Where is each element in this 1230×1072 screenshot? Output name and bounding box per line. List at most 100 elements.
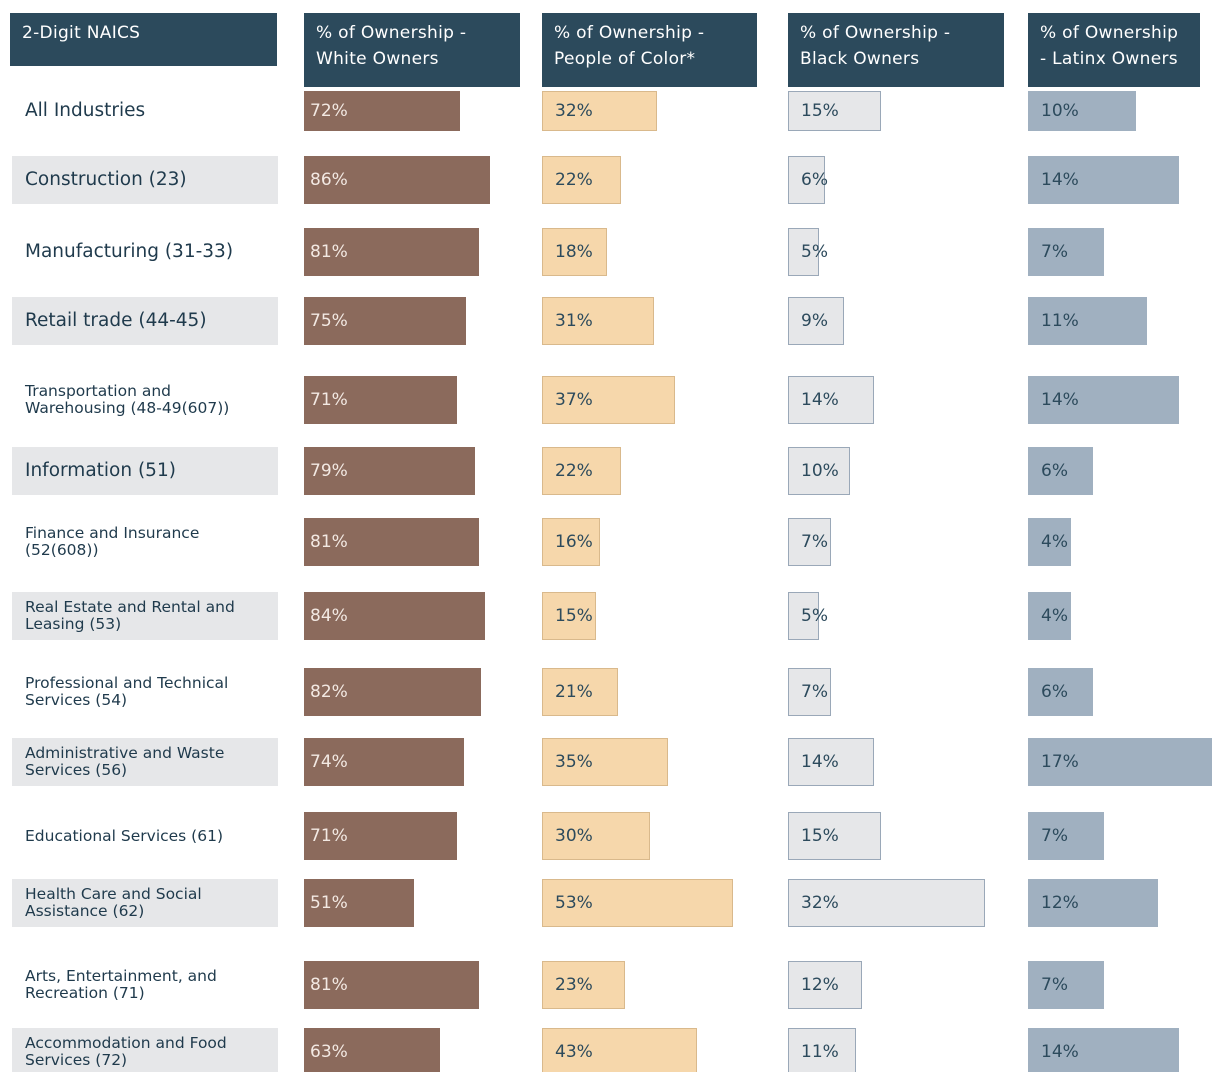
bar — [1028, 592, 1072, 640]
bar — [788, 1028, 856, 1072]
value-label: 6% — [1041, 461, 1068, 481]
value-label: 15% — [801, 826, 839, 846]
value-label: 79% — [310, 461, 348, 481]
value-label: 9% — [801, 311, 828, 331]
bar — [542, 592, 596, 640]
value-label: 37% — [555, 390, 593, 410]
bar — [542, 518, 600, 566]
bar — [304, 812, 458, 860]
row-label: Transportation and Warehousing (48-49(60… — [25, 382, 230, 417]
value-label: 63% — [310, 1042, 348, 1062]
value-label: 7% — [1041, 826, 1068, 846]
bar — [788, 738, 875, 786]
value-label: 30% — [555, 826, 593, 846]
bar — [788, 518, 832, 566]
row-label: Educational Services (61) — [25, 826, 224, 845]
row-label: Administrative and Waste Services (56) — [12, 738, 278, 786]
bar — [304, 879, 415, 927]
bar — [1028, 961, 1104, 1009]
value-label: 11% — [801, 1042, 839, 1062]
value-label: 4% — [1041, 532, 1068, 552]
value-label: 86% — [310, 170, 348, 190]
series-header: % of Ownership - People of Color* — [542, 13, 757, 87]
series-header: % of Ownership - Black Owners — [788, 13, 1004, 87]
bar — [542, 228, 607, 276]
value-label: 14% — [1041, 390, 1079, 410]
value-label: 7% — [1041, 242, 1068, 262]
bar — [788, 91, 881, 131]
bar — [304, 156, 490, 204]
bar — [1028, 1028, 1180, 1072]
value-label: 17% — [1041, 752, 1079, 772]
bar — [1028, 518, 1072, 566]
value-label: 35% — [555, 752, 593, 772]
value-label: 12% — [801, 975, 839, 995]
bar — [304, 91, 460, 131]
value-label: 32% — [801, 893, 839, 913]
value-label: 14% — [1041, 170, 1079, 190]
bar — [542, 376, 676, 424]
bar — [788, 156, 826, 204]
row-label: Information (51) — [12, 447, 278, 495]
bar — [542, 738, 668, 786]
value-label: 15% — [801, 101, 839, 121]
value-label: 74% — [310, 752, 348, 772]
value-label: 81% — [310, 975, 348, 995]
bar — [542, 297, 654, 345]
bar — [1028, 91, 1136, 131]
bar — [304, 518, 479, 566]
row-label: Real Estate and Rental and Leasing (53) — [12, 592, 278, 640]
bar — [542, 812, 650, 860]
row-label: All Industries — [25, 100, 146, 121]
row-label: Retail trade (44-45) — [12, 297, 278, 345]
bar — [1028, 156, 1180, 204]
bar — [304, 961, 479, 1009]
series-header: % of Ownership - Latinx Owners — [1028, 13, 1200, 87]
value-label: 5% — [801, 242, 828, 262]
bar — [788, 228, 819, 276]
value-label: 11% — [1041, 311, 1079, 331]
bar — [542, 668, 618, 716]
value-label: 10% — [1041, 101, 1079, 121]
bar — [788, 879, 986, 927]
value-label: 84% — [310, 606, 348, 626]
bar — [542, 156, 622, 204]
value-label: 22% — [555, 170, 593, 190]
bar — [1028, 228, 1104, 276]
value-label: 6% — [1041, 682, 1068, 702]
bar — [304, 592, 486, 640]
bar — [304, 297, 466, 345]
bar — [542, 447, 622, 495]
value-label: 51% — [310, 893, 348, 913]
value-label: 32% — [555, 101, 593, 121]
bar — [304, 228, 479, 276]
bar — [1028, 879, 1158, 927]
row-label: Professional and Technical Services (54) — [25, 674, 229, 709]
bar — [542, 879, 733, 927]
bar — [788, 376, 875, 424]
row-label: Accommodation and Food Services (72) — [12, 1028, 278, 1072]
value-label: 81% — [310, 242, 348, 262]
bar — [1028, 812, 1104, 860]
value-label: 31% — [555, 311, 593, 331]
bar — [1028, 447, 1093, 495]
value-label: 23% — [555, 975, 593, 995]
bar — [542, 1028, 697, 1072]
row-label: Manufacturing (31-33) — [25, 241, 234, 262]
bar — [304, 738, 464, 786]
bar — [542, 961, 625, 1009]
bar — [1028, 738, 1212, 786]
row-label: Arts, Entertainment, and Recreation (71) — [25, 967, 217, 1002]
value-label: 22% — [555, 461, 593, 481]
series-header: % of Ownership - White Owners — [304, 13, 520, 87]
row-label: Health Care and Social Assistance (62) — [12, 879, 278, 927]
value-label: 10% — [801, 461, 839, 481]
bar — [788, 447, 850, 495]
value-label: 7% — [801, 682, 828, 702]
value-label: 14% — [1041, 1042, 1079, 1062]
bar — [1028, 376, 1180, 424]
value-label: 18% — [555, 242, 593, 262]
bar — [1028, 297, 1147, 345]
row-label: Finance and Insurance (52(608)) — [25, 524, 200, 559]
value-label: 14% — [801, 752, 839, 772]
